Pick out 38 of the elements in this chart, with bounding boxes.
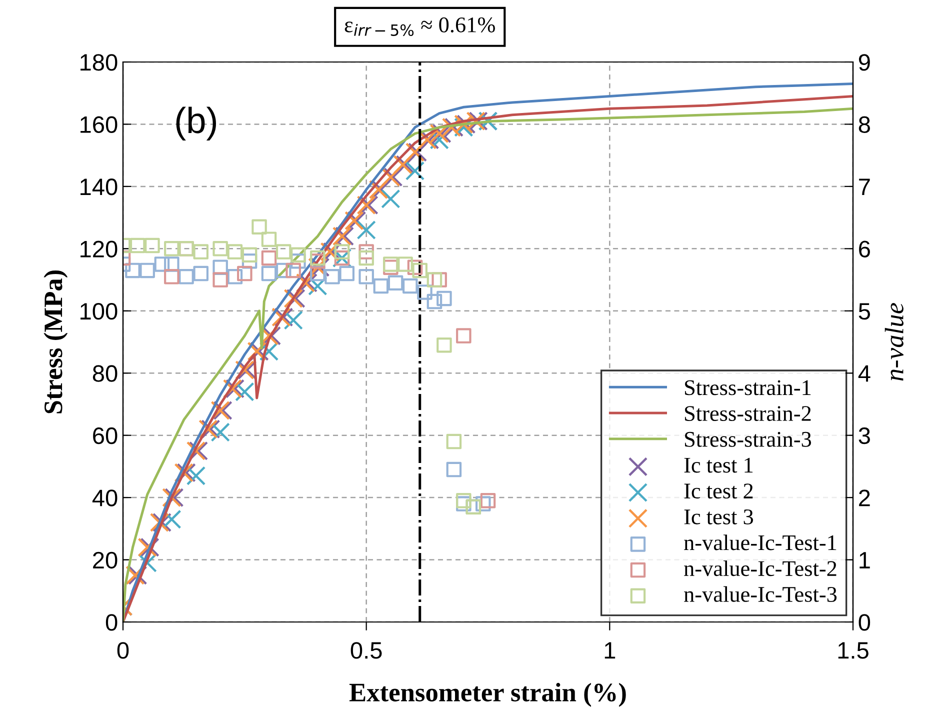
y-tick-label: 140 — [80, 178, 118, 196]
y-tick-label: 180 — [80, 54, 118, 71]
legend-label: Stress-strain-3 — [685, 432, 812, 447]
y-axis-title: Stress (MPa) — [44, 270, 68, 414]
y-tick-label: 60 — [93, 427, 118, 444]
x-tick-label: 1 — [604, 642, 616, 659]
legend-label: n-value-Ic-Test-1 — [684, 534, 836, 550]
x-tick-label: 0.5 — [350, 642, 382, 659]
y-tick-label: 100 — [80, 302, 118, 320]
y2-tick-label: 4 — [858, 365, 870, 382]
x-tick-label: 0 — [117, 642, 129, 659]
y2-tick-label: 7 — [859, 178, 870, 195]
y2-tick-label: 1 — [860, 552, 870, 568]
y-tick-label: 120 — [80, 240, 118, 258]
y2-tick-label: 9 — [858, 54, 870, 71]
ref-line-label: ε$_{irr−5%}$ ≈ 0.61% — [344, 17, 495, 36]
legend-label: Stress-strain-2 — [685, 406, 811, 422]
y-tick-label: 0 — [106, 614, 118, 631]
annotation: (b) — [176, 106, 216, 140]
legend-label: Ic test 1 — [684, 458, 753, 473]
legend-label: n-value-Ic-Test-3 — [684, 586, 837, 602]
legend-label: Ic test 3 — [684, 509, 754, 524]
y-tick-label: 160 — [80, 116, 118, 134]
y2-tick-label: 8 — [858, 116, 870, 134]
x-tick-label: 1.5 — [838, 642, 868, 659]
legend-label: n-value-Ic-Test-2 — [684, 560, 836, 576]
y2-tick-label: 5 — [858, 303, 870, 320]
y2-tick-label: 3 — [858, 427, 870, 444]
y-tick-label: 40 — [92, 490, 118, 506]
y-tick-label: 80 — [92, 365, 118, 382]
legend-label: Stress-strain-1 — [685, 380, 811, 396]
legend-label: Ic test 2 — [684, 484, 753, 499]
y2-tick-label: 0 — [858, 614, 870, 631]
y2-tick-label: 2 — [859, 490, 870, 506]
y2-axis-title: n-value — [884, 303, 904, 381]
x-axis-title: Extensometer strain (%) — [349, 682, 626, 707]
y-tick-label: 20 — [93, 552, 118, 569]
y2-tick-label: 6 — [859, 240, 870, 258]
